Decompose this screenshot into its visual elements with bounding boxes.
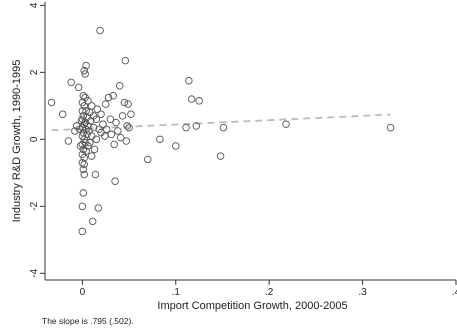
data-point (115, 81, 124, 90)
data-point (87, 102, 96, 110)
y-tick-label: 2 (29, 69, 40, 75)
data-point (143, 155, 152, 164)
y-axis-label: Industry R&D Growth, 1990-1995 (11, 60, 23, 223)
data-point (87, 152, 96, 160)
data-point (192, 122, 201, 130)
x-axis-label: Import Competition Growth, 2000-2005 (157, 300, 347, 312)
data-point (172, 142, 180, 150)
data-point (104, 93, 113, 102)
fit-line-group (51, 113, 391, 132)
data-point (127, 110, 135, 118)
data-point (89, 123, 98, 132)
scatter-chart: 0 .1 .2 .3 .4 -4 -2 0 2 4 Import Competition Grow… (11, 2, 457, 312)
data-point (84, 97, 92, 105)
data-point (124, 100, 132, 108)
data-point (118, 112, 127, 120)
data-point (79, 165, 88, 174)
data-point (81, 70, 89, 78)
data-point (216, 152, 225, 160)
data-point (99, 120, 107, 129)
data-point (80, 120, 88, 129)
x-tick-label: 0 (80, 287, 86, 298)
slope-note: The slope is .795 (.502). (42, 316, 134, 326)
data-point (64, 137, 73, 145)
data-point (47, 98, 56, 107)
data-point (79, 92, 88, 100)
data-point (71, 127, 79, 135)
data-point (195, 97, 203, 105)
data-point (82, 147, 90, 155)
data-point (187, 95, 196, 103)
data-point (386, 123, 395, 132)
data-point (93, 105, 102, 113)
data-point (78, 227, 87, 236)
data-point (219, 123, 228, 132)
fit-line (51, 113, 391, 132)
data-point (90, 145, 99, 154)
data-point (123, 122, 131, 130)
y-tick-label: 0 (29, 136, 40, 142)
x-tick-label: .2 (265, 287, 274, 298)
data-point (80, 170, 88, 179)
data-point (79, 189, 88, 197)
data-point (82, 61, 90, 70)
data-point (109, 92, 117, 100)
data-point (78, 107, 87, 115)
x-tick-label: .3 (358, 287, 367, 298)
data-point (88, 217, 97, 226)
data-point (67, 78, 75, 87)
data-point (91, 170, 100, 179)
data-point (80, 66, 88, 75)
data-points (47, 26, 395, 236)
data-point (92, 135, 101, 144)
data-point (86, 138, 94, 147)
y-tick-label: -2 (29, 201, 40, 210)
data-point (185, 76, 193, 85)
data-point (125, 123, 133, 132)
data-point (107, 130, 116, 139)
data-point (122, 137, 131, 145)
data-point (116, 133, 125, 142)
data-point (112, 118, 120, 127)
data-point (80, 160, 88, 169)
data-point (111, 177, 119, 185)
data-point (58, 110, 67, 118)
axes: 0 .1 .2 .3 .4 -4 -2 0 2 4 (29, 2, 457, 298)
data-point (102, 125, 111, 134)
data-point (80, 102, 88, 110)
data-point (74, 83, 83, 92)
data-point (101, 100, 110, 108)
data-point (110, 140, 118, 149)
y-tick-label: -4 (29, 268, 40, 277)
x-tick-label: .4 (452, 287, 457, 298)
y-tick-label: 4 (29, 2, 40, 8)
data-point (94, 204, 102, 212)
data-point (92, 115, 101, 123)
data-point (121, 56, 130, 65)
data-point (120, 98, 129, 107)
data-point (97, 110, 105, 118)
data-point (114, 127, 122, 135)
data-point (96, 26, 104, 35)
data-point (106, 115, 115, 123)
x-tick-label: .1 (172, 287, 181, 298)
data-point (282, 120, 290, 129)
data-point (182, 123, 190, 132)
data-point (156, 135, 164, 144)
data-point (78, 202, 87, 211)
